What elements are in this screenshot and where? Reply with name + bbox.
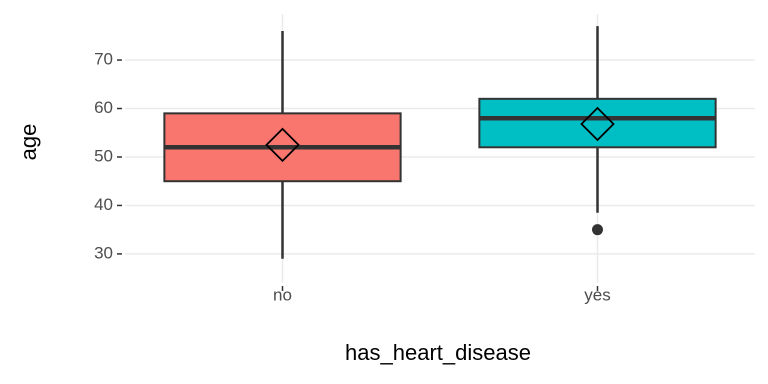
y-tick-label: 70	[94, 50, 113, 69]
x-tick-label: no	[273, 285, 292, 304]
outlier	[592, 224, 603, 236]
y-tick-label: 30	[94, 243, 113, 262]
x-axis-title: has_heart_disease	[345, 340, 531, 365]
y-tick-label: 60	[94, 98, 113, 117]
x-tick-label: yes	[584, 285, 610, 304]
mean-marker	[265, 127, 300, 163]
mean-marker	[580, 106, 615, 142]
y-axis-title: age	[16, 124, 41, 161]
y-tick-label: 40	[94, 195, 113, 214]
y-tick-label: 50	[94, 146, 113, 165]
